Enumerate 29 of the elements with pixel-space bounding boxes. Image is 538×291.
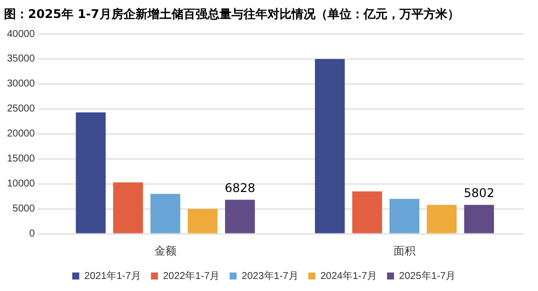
legend-label: 2024年1-7月 <box>320 270 378 282</box>
y-tick-label: 15000 <box>6 154 36 165</box>
legend-label: 2021年1-7月 <box>84 270 141 282</box>
y-tick-label: 10000 <box>6 178 36 190</box>
data-label: 6828 <box>224 180 256 195</box>
bar <box>352 191 382 234</box>
bar <box>390 198 420 234</box>
y-tick-label: 5000 <box>12 204 36 215</box>
x-tick-label: 面积 <box>393 245 416 258</box>
legend-label: 2025年1-7月 <box>399 270 456 282</box>
bar <box>225 200 255 234</box>
chart-title: 图：2025年 1-7月房企新增土储百强总量与往年对比情况（单位：亿元，万平方米） <box>3 6 460 23</box>
y-tick-label: 30000 <box>6 78 36 90</box>
bar <box>426 204 457 234</box>
y-tick-label: 35000 <box>6 54 36 65</box>
bar <box>464 204 494 234</box>
bar <box>188 208 218 234</box>
y-tick-label: 20000 <box>6 128 36 140</box>
y-tick-label: 25000 <box>6 104 36 115</box>
bar <box>113 182 143 234</box>
data-label: 5802 <box>464 186 494 200</box>
y-tick-label: 0 <box>29 228 36 240</box>
bar <box>76 112 106 234</box>
bar <box>150 194 180 234</box>
legend-label: 2022年1-7月 <box>162 270 220 282</box>
legend-label: 2023年1-7月 <box>242 270 298 282</box>
x-tick-label: 金额 <box>154 244 176 258</box>
y-tick-label: 40000 <box>6 28 36 40</box>
bar <box>314 58 345 234</box>
